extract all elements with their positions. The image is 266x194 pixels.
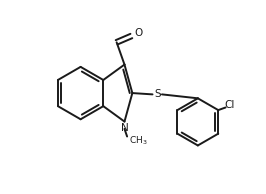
Text: N: N [120, 123, 128, 133]
Text: O: O [134, 28, 143, 38]
Text: CH$_3$: CH$_3$ [129, 135, 148, 147]
Text: S: S [154, 89, 161, 99]
Text: Cl: Cl [225, 100, 235, 110]
